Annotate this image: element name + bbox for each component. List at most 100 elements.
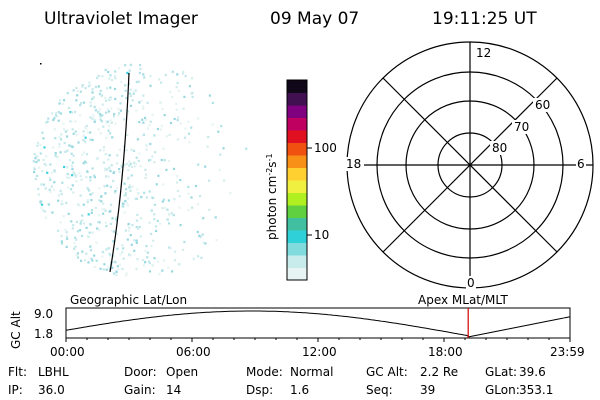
speckle-pixel xyxy=(71,161,74,164)
speckle-pixel xyxy=(158,272,161,276)
speckle-pixel xyxy=(144,173,148,176)
speckle-pixel xyxy=(84,87,87,90)
speckle-pixel xyxy=(42,137,45,140)
speckle-pixel xyxy=(103,169,106,172)
speckle-pixel xyxy=(196,117,200,120)
speckle-pixel xyxy=(126,204,129,207)
speckle-pixel xyxy=(103,263,106,266)
speckle-pixel xyxy=(81,219,84,222)
speckle-pixel xyxy=(229,192,232,195)
speckle-pixel xyxy=(93,176,96,179)
speckle-pixel xyxy=(134,89,137,92)
speckle-pixel xyxy=(109,169,112,173)
status-key: Gain: xyxy=(124,383,156,397)
speckle-pixel xyxy=(171,95,174,99)
speckle-pixel xyxy=(57,111,60,114)
status-value: 39 xyxy=(420,383,435,397)
speckle-pixel xyxy=(148,221,151,224)
speckle-pixel xyxy=(176,174,179,178)
speckle-pixel xyxy=(150,244,153,247)
speckle-pixel xyxy=(92,96,95,99)
speckle-pixel xyxy=(122,257,125,260)
speckle-pixel xyxy=(147,260,151,263)
speckle-pixel xyxy=(91,231,94,234)
speckle-pixel xyxy=(48,188,51,191)
speckle-pixel xyxy=(114,97,117,101)
speckle-pixel xyxy=(138,152,141,155)
speckle-pixel xyxy=(178,195,181,198)
speckle-pixel xyxy=(218,168,221,172)
speckle-pixel xyxy=(70,220,73,223)
speckle-pixel xyxy=(167,266,170,269)
speckle-pixel xyxy=(71,227,74,230)
status-value: 353.1 xyxy=(519,383,553,397)
polar-diagonal-2 xyxy=(382,77,558,253)
speckle-pixel xyxy=(204,242,207,245)
speckle-pixel xyxy=(57,199,60,202)
speckle-pixel xyxy=(145,144,148,147)
speckle-pixel xyxy=(93,120,96,123)
speckle-pixel xyxy=(75,220,78,223)
colorbar-tick-label-100: 100 xyxy=(314,141,337,155)
speckle-pixel xyxy=(112,179,115,183)
speckle-pixel xyxy=(59,99,62,102)
speckle-pixel xyxy=(104,221,107,224)
speckle-pixel xyxy=(33,166,36,169)
speckle-pixel xyxy=(54,114,58,117)
speckle-pixel xyxy=(113,75,117,78)
speckle-pixel xyxy=(123,164,126,167)
speckle-pixel xyxy=(169,121,173,125)
speckle-pixel xyxy=(155,229,158,233)
speckle-pixel xyxy=(83,140,86,143)
speckle-pixel xyxy=(46,120,49,123)
speckle-pixel xyxy=(175,86,178,89)
speckle-pixel xyxy=(131,224,134,227)
speckle-pixel xyxy=(98,228,101,231)
speckle-pixel xyxy=(113,191,116,194)
speckle-pixel xyxy=(176,82,179,85)
speckle-pixel xyxy=(72,169,75,173)
speckle-pixel xyxy=(129,63,132,66)
speckle-pixel xyxy=(112,171,115,175)
speckle-pixel xyxy=(110,164,113,167)
speckle-pixel xyxy=(106,87,109,90)
speckle-pixel xyxy=(157,174,160,177)
speckle-pixel xyxy=(175,102,178,105)
speckle-pixel xyxy=(54,137,57,140)
speckle-pixel xyxy=(74,120,77,123)
speckle-pixel xyxy=(181,72,185,75)
speckle-pixel xyxy=(121,244,124,247)
speckle-pixel xyxy=(144,176,147,180)
speckle-pixel xyxy=(91,118,94,121)
speckle-pixel xyxy=(36,144,39,147)
speckle-pixel xyxy=(111,230,114,233)
speckle-pixel xyxy=(187,132,191,135)
speckle-pixel xyxy=(156,127,159,131)
speckle-pixel xyxy=(68,159,72,162)
speckle-pixel xyxy=(77,203,80,206)
colorbar-swatch xyxy=(287,130,307,143)
speckle-pixel xyxy=(211,101,214,104)
speckle-pixel xyxy=(106,184,109,187)
speckle-pixel xyxy=(108,77,111,80)
speckle-pixel xyxy=(102,146,106,149)
speckle-pixel xyxy=(82,101,86,104)
speckle-pixel xyxy=(159,101,162,104)
speckle-pixel xyxy=(65,235,68,238)
speckle-pixel xyxy=(161,269,164,272)
speckle-pixel xyxy=(105,99,108,102)
speckle-pixel xyxy=(88,231,91,234)
speckle-pixel xyxy=(90,199,93,202)
speckle-pixel xyxy=(121,94,124,98)
speckle-pixel xyxy=(46,171,49,174)
speckle-pixel xyxy=(94,108,97,112)
speckle-pixel xyxy=(37,159,40,162)
speckle-pixel xyxy=(105,137,108,140)
speckle-pixel xyxy=(47,203,50,206)
speckle-pixel xyxy=(40,203,44,206)
speckle-pixel xyxy=(126,134,129,137)
speckle-pixel xyxy=(128,184,131,187)
speckle-pixel xyxy=(83,259,87,262)
speckle-pixel xyxy=(121,267,124,270)
label-bg xyxy=(533,98,551,112)
